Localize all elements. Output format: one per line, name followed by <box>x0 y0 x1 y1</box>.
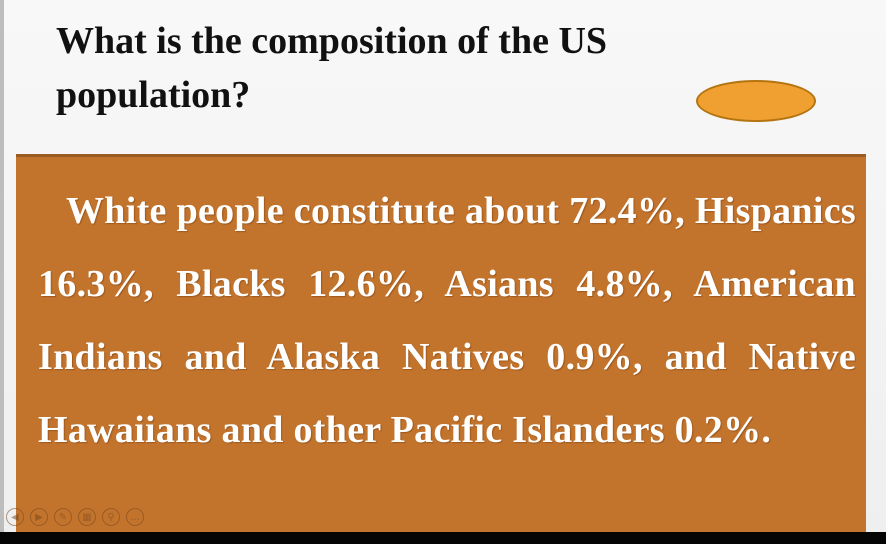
previous-icon[interactable]: ◀ <box>6 508 24 526</box>
next-icon[interactable]: ▶ <box>30 508 48 526</box>
slideshow-controls: ◀ ▶ ✎ ▦ ⚲ … <box>6 506 144 528</box>
pen-icon[interactable]: ✎ <box>54 508 72 526</box>
orange-oval-shape <box>696 80 816 122</box>
content-box: White people constitute about 72.4%, His… <box>16 154 866 534</box>
slide-edge <box>0 0 4 532</box>
bottom-bar <box>0 532 886 544</box>
body-text: White people constitute about 72.4%, His… <box>38 190 856 451</box>
slides-icon[interactable]: ▦ <box>78 508 96 526</box>
more-icon[interactable]: … <box>126 508 144 526</box>
slide-title: What is the composition of the US popula… <box>56 20 608 116</box>
zoom-icon[interactable]: ⚲ <box>102 508 120 526</box>
